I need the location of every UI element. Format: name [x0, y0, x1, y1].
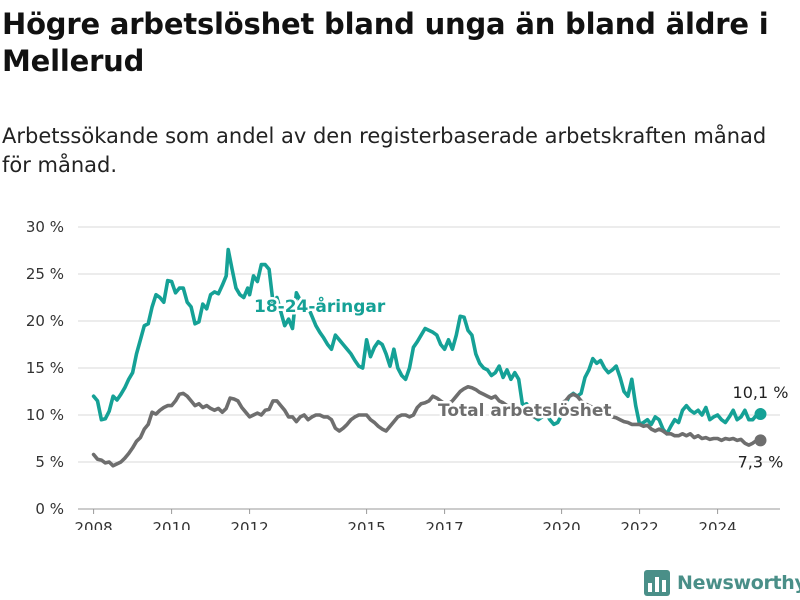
y-tick-label: 20 % [26, 312, 64, 330]
x-tick-label: 2012 [231, 519, 269, 530]
line-chart: 0 %5 %10 %15 %20 %25 %30 % 2008 2010 2012 2… [26, 218, 789, 530]
newsworthy-icon [644, 570, 670, 596]
chart-title: Högre arbetslöshet bland unga än bland ä… [2, 7, 769, 78]
y-tick-label: 30 % [26, 218, 64, 236]
total-series-line [91, 385, 763, 468]
x-tick-label: 2015 [348, 519, 386, 530]
y-axis: 0 % 5 % 10 % 15 % 20 % 25 % 30 % [26, 218, 64, 518]
youth-series-endpoint [754, 408, 767, 421]
youth-end-label: 10,1 % [733, 383, 789, 402]
x-tick-label: 2020 [543, 519, 581, 530]
x-tick-label: 2024 [699, 519, 737, 530]
series-lines [91, 247, 767, 468]
x-tick-label: 2022 [621, 519, 659, 530]
chart-subtitle: Arbetssökande som andel av den registerb… [2, 124, 767, 177]
x-tick-label: 2010 [153, 519, 191, 530]
x-axis: 2008 2010 2012 2015 2017 2020 2022 2024 [75, 509, 737, 530]
y-tick-label: 25 % [26, 265, 64, 283]
total-series-label: Total arbetslöshet [438, 401, 612, 421]
x-tick-label: 2017 [426, 519, 464, 530]
total-series-label-halo: Total arbetslöshet [438, 401, 612, 421]
y-tick-label: 5 % [35, 453, 64, 471]
youth-series-line [91, 247, 763, 436]
x-tick-label: 2008 [75, 519, 113, 530]
youth-series-label: 18-24-åringar [254, 295, 386, 317]
y-tick-label: 10 % [26, 406, 64, 424]
youth-series-label-halo: 18-24-åringar [254, 295, 386, 317]
total-series-endpoint [754, 434, 767, 447]
total-end-label: 7,3 % [738, 452, 784, 471]
y-tick-label: 0 % [35, 500, 64, 518]
y-tick-label: 15 % [26, 359, 64, 377]
brand-logo: Newsworthy [644, 568, 800, 598]
brand-name: Newsworthy [677, 572, 800, 594]
grid [78, 226, 780, 510]
